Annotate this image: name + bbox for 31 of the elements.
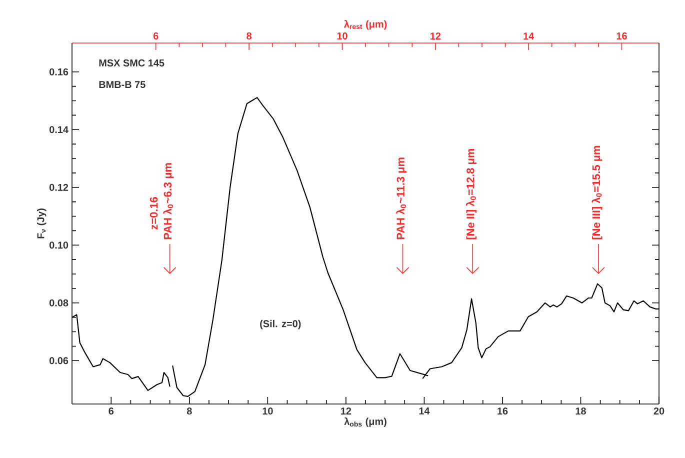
x-tick-label: 16 <box>498 408 508 415</box>
annotation: z=0.16 <box>150 197 158 230</box>
ref-line-label: [Ne II] λ$_{0}$=12.8 μm <box>466 148 476 240</box>
x2-tick-label: 14 <box>524 32 534 40</box>
y-tick-label: 0.08 <box>49 299 68 306</box>
text: MSX SMC 145 <box>99 59 164 66</box>
x-tick-label: 20 <box>654 408 664 415</box>
x-tick-label: 14 <box>419 408 430 414</box>
y-axis-title: F$_{ν}$ (Jy) <box>36 208 46 238</box>
x-tick-label: 12 <box>341 408 352 414</box>
y-tick-label: 0.14 <box>49 126 68 134</box>
text: BMB-B 75 <box>99 81 146 88</box>
y-tick-label: 0.16 <box>49 68 68 76</box>
x2-tick-label: 12 <box>430 32 441 40</box>
x2-tick-label: 10 <box>337 32 348 40</box>
y-tick-label: 0.10 <box>49 242 68 249</box>
x2-tick-label: 8 <box>246 32 252 40</box>
x2-tick-label: 6 <box>153 32 158 40</box>
y-tick-label: 0.06 <box>49 357 68 364</box>
ref-line-label: PAH λ$_{0}$~11.3 μm <box>396 158 407 240</box>
x-tick-label: 6 <box>108 408 114 415</box>
ref-line-label: [Ne III] λ$_{0}$=15.5 μm <box>592 146 602 240</box>
x-tick-label: 18 <box>576 408 586 415</box>
x-tick-label: 8 <box>186 408 192 415</box>
x-tick-label: 10 <box>262 408 273 415</box>
x-axis-title: λ$_{obs}$ (μm) <box>344 417 386 427</box>
annotation: (Sil. z=0) <box>260 320 301 330</box>
x2-axis-title: λ$_{rest}$ (μm) <box>344 20 387 30</box>
x2-tick-label: 16 <box>616 32 627 40</box>
y-tick-label: 0.12 <box>49 184 68 191</box>
ref-line-label: PAH λ$_{0}$~6.3 μm <box>163 163 174 240</box>
